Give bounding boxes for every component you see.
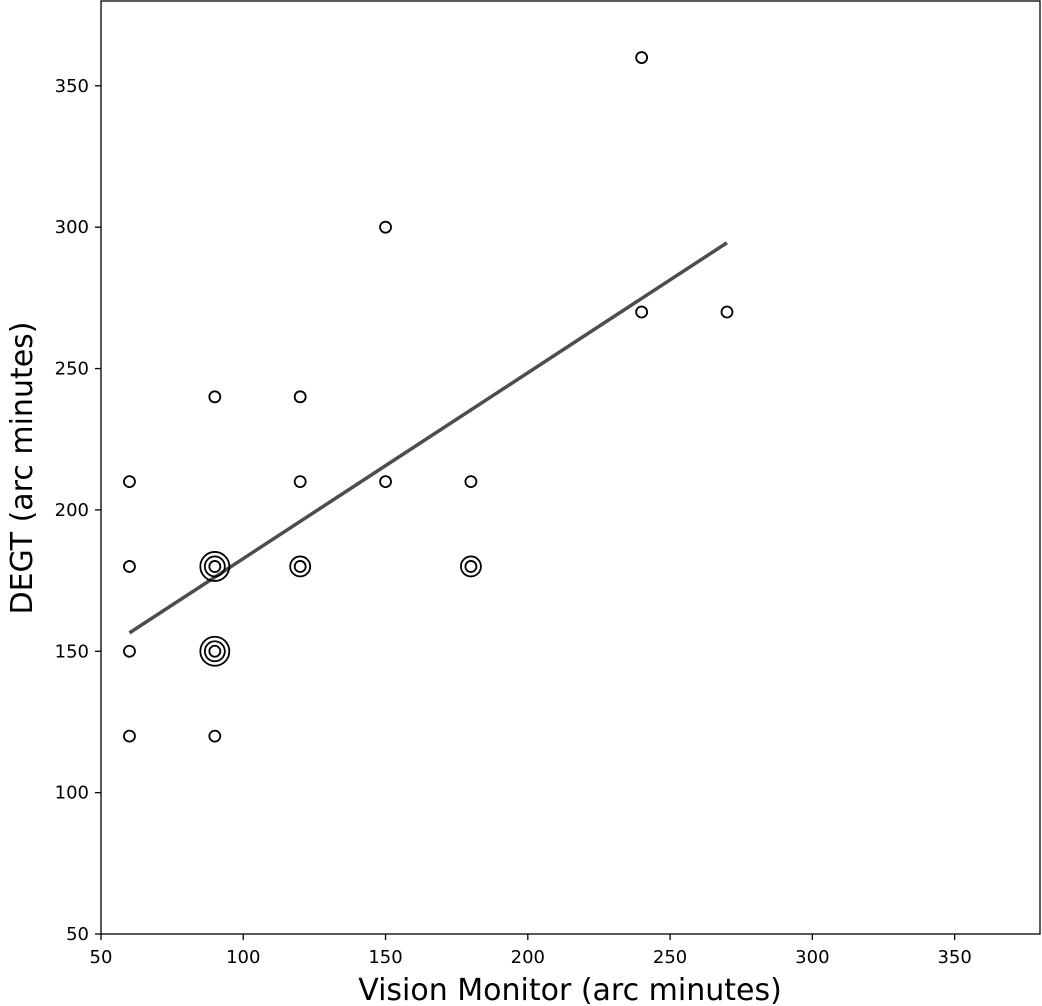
data-points	[123, 51, 734, 743]
y-tick-label: 150	[55, 641, 89, 662]
x-tick-label: 150	[368, 947, 402, 968]
x-tick-label: 100	[226, 947, 260, 968]
y-tick-label: 200	[55, 500, 89, 521]
x-tick-label: 50	[90, 947, 113, 968]
y-tick-label: 350	[55, 76, 89, 97]
y-tick-label: 300	[55, 217, 89, 238]
data-point	[123, 560, 136, 573]
data-point	[123, 644, 136, 658]
data-point	[379, 475, 392, 489]
x-axis-label: Vision Monitor (arc minutes)	[358, 973, 782, 1006]
y-axis-ticks: 50 100 150 200 250 300 350	[55, 76, 101, 945]
plot-area-frame	[100, 0, 1041, 935]
x-tick-label: 200	[511, 947, 545, 968]
data-point	[123, 729, 136, 743]
x-tick-label: 250	[653, 947, 687, 968]
regression-line	[128, 241, 728, 635]
y-tick-label: 50	[66, 924, 89, 945]
y-tick-label: 250	[55, 359, 89, 380]
x-tick-label: 350	[937, 947, 971, 968]
data-point	[379, 220, 392, 234]
data-point	[293, 390, 307, 404]
data-point	[123, 475, 136, 489]
data-point	[199, 635, 231, 667]
data-point	[464, 475, 478, 489]
data-point	[635, 51, 649, 64]
fit-line-group	[128, 241, 728, 635]
data-point	[635, 305, 649, 319]
data-point	[199, 551, 231, 582]
data-point	[720, 305, 734, 319]
y-axis-label: DEGT (arc minutes)	[5, 321, 40, 614]
x-axis-ticks: 50 100 150 200 250 300 350	[90, 934, 972, 968]
data-point	[293, 475, 307, 489]
data-point	[208, 729, 222, 743]
y-tick-label: 100	[55, 783, 89, 804]
x-tick-label: 300	[795, 947, 829, 968]
data-point	[289, 555, 312, 578]
data-point	[460, 555, 482, 578]
data-point	[208, 390, 222, 404]
